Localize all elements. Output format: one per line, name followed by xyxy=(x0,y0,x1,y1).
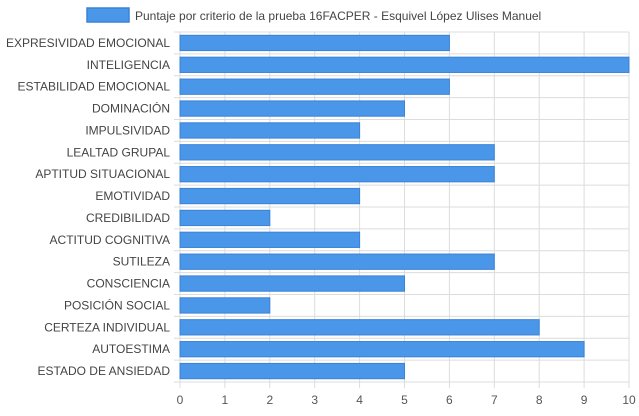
legend-swatch xyxy=(86,7,130,23)
bar[interactable] xyxy=(179,144,495,161)
bar[interactable] xyxy=(179,231,361,248)
bar[interactable] xyxy=(179,362,405,380)
category-label: INTELIGENCIA xyxy=(87,58,170,72)
bars xyxy=(179,34,630,380)
category-label: ESTABILIDAD EMOCIONAL xyxy=(18,80,171,94)
bar[interactable] xyxy=(179,78,450,95)
category-label: EXPRESIVIDAD EMOCIONAL xyxy=(6,36,170,50)
x-tick-label: 6 xyxy=(446,393,453,407)
bar[interactable] xyxy=(179,319,540,336)
category-label: POSICIÓN SOCIAL xyxy=(64,297,170,312)
bar[interactable] xyxy=(179,297,271,314)
category-label: ACTITUD COGNITIVA xyxy=(50,233,170,247)
x-tick-label: 4 xyxy=(356,393,363,407)
category-label: IMPULSIVIDAD xyxy=(85,123,170,137)
x-tick-label: 0 xyxy=(177,393,184,407)
category-label: CONSCIENCIA xyxy=(87,277,170,291)
x-tick-label: 3 xyxy=(311,393,318,407)
legend[interactable]: Puntaje por criterio de la prueba 16FACP… xyxy=(86,7,541,23)
category-label: EMOTIVIDAD xyxy=(95,189,170,203)
bar[interactable] xyxy=(179,209,271,227)
legend-label: Puntaje por criterio de la prueba 16FACP… xyxy=(135,9,541,23)
category-label: AUTOESTIMA xyxy=(92,342,170,356)
category-label: APTITUD SITUACIONAL xyxy=(35,167,170,181)
category-labels: EXPRESIVIDAD EMOCIONAL INTELIGENCIA ESTABI… xyxy=(6,36,170,378)
bar[interactable] xyxy=(179,187,361,205)
category-label: SUTILEZA xyxy=(113,255,170,269)
category-label: CREDIBILIDAD xyxy=(86,211,170,225)
bar[interactable] xyxy=(179,166,495,183)
x-tick-label: 7 xyxy=(491,393,498,407)
x-tick-label: 2 xyxy=(266,393,273,407)
bar[interactable] xyxy=(179,34,450,52)
category-label: ESTADO DE ANSIEDAD xyxy=(38,364,171,378)
bar[interactable] xyxy=(179,253,495,270)
category-label: DOMINACIÓN xyxy=(92,101,170,116)
category-label: CERTEZA INDIVIDUAL xyxy=(44,320,170,334)
x-tick-label: 10 xyxy=(622,393,636,407)
bar[interactable] xyxy=(179,341,585,358)
x-tick-label: 8 xyxy=(536,393,543,407)
x-tick-label: 9 xyxy=(581,393,588,407)
bar[interactable] xyxy=(179,100,405,117)
bar[interactable] xyxy=(179,56,630,73)
bar[interactable] xyxy=(179,122,361,139)
bar[interactable] xyxy=(179,275,405,292)
x-tick-labels: 0 1 2 3 4 5 6 7 8 9 10 xyxy=(177,393,636,407)
category-label: LEALTAD GRUPAL xyxy=(67,145,171,159)
x-tick-label: 5 xyxy=(401,393,408,407)
x-tick-label: 1 xyxy=(222,393,229,407)
